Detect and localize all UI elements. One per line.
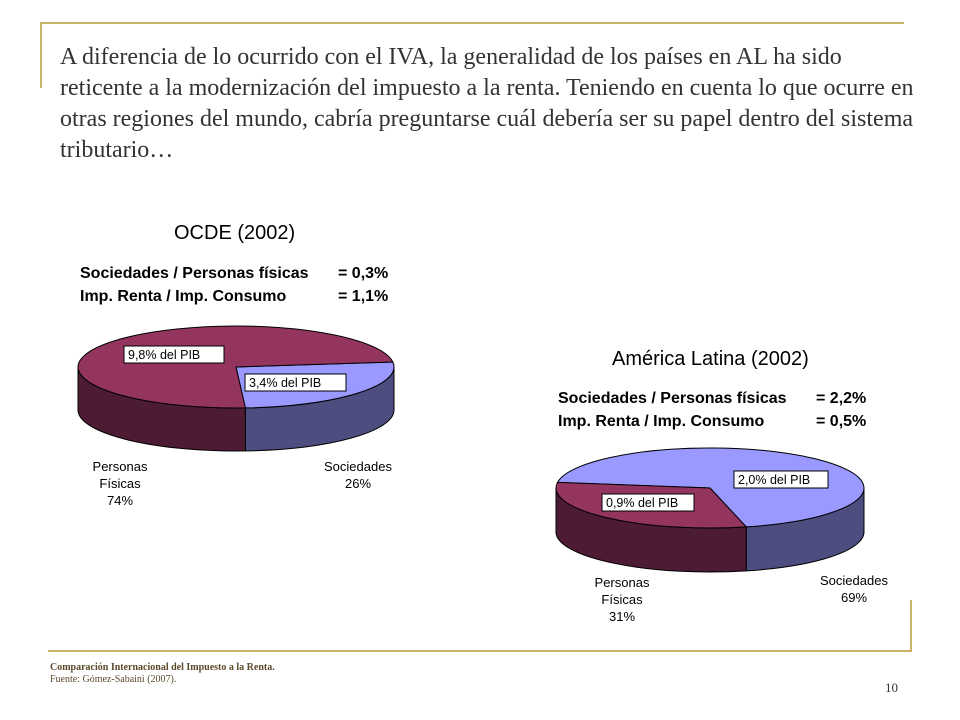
bottom-rule — [48, 650, 912, 652]
chart2-pib-label: 2,0% del PIB — [738, 473, 810, 487]
chart1-stat-label: Imp. Renta / Imp. Consumo — [80, 288, 287, 305]
chart1-pib-label: 9,8% del PIB — [128, 348, 200, 362]
chart1-pib-label: 3,4% del PIB — [249, 376, 321, 390]
chart2-stat-label: Imp. Renta / Imp. Consumo — [558, 413, 765, 430]
footer-source: Fuente: Gómez-Sabaini (2007). — [50, 674, 177, 685]
chart1-personas-label: Personas Físicas 74% — [78, 458, 162, 509]
chart2-sociedades-label: Sociedades 69% — [806, 572, 902, 606]
top-rule — [40, 22, 904, 24]
slice-percent-label: 69% — [840, 590, 868, 605]
chart1-pib-box — [244, 373, 347, 392]
chart2-sociedades-slice — [556, 447, 865, 528]
chart2-stat-label: Sociedades / Personas físicas — [558, 390, 787, 407]
slice-name-line: Sociedades — [820, 573, 888, 588]
chart2-stats: Sociedades / Personas físicas = 2,2% Imp.… — [558, 387, 866, 433]
slice-percent-label: 74% — [106, 493, 134, 508]
chart2-stat-row: Imp. Renta / Imp. Consumo = 0,5% — [558, 410, 866, 433]
slice-name-line: Sociedades — [324, 459, 392, 474]
slice-percent-label: 31% — [608, 609, 636, 624]
chart1-pib-box — [123, 345, 225, 364]
slice-name-line: Físicas — [601, 592, 643, 607]
chart2-stat-value: = 2,2% — [816, 390, 867, 407]
slide-title: A diferencia de lo ocurrido con el IVA, … — [60, 44, 914, 163]
chart2-pib-box — [601, 493, 695, 512]
left-rule — [40, 22, 42, 88]
chart1-stat-row: Sociedades / Personas físicas = 0,3% — [80, 262, 388, 285]
chart1-stats: Sociedades / Personas físicas = 0,3% Imp.… — [80, 262, 388, 308]
chart1-stat-row: Imp. Renta / Imp. Consumo = 1,1% — [80, 285, 388, 308]
right-rule — [910, 600, 912, 652]
chart2-title: América Latina (2002) — [612, 348, 809, 370]
chart2-pib-box — [733, 470, 829, 489]
chart2-pib-label: 0,9% del PIB — [606, 496, 678, 510]
chart1-sociedades-label: Sociedades 26% — [310, 458, 406, 492]
chart1-stat-value: = 1,1% — [338, 288, 389, 305]
slice-name-line: Físicas — [99, 476, 141, 491]
footer-caption: Comparación Internacional del Impuesto a… — [50, 662, 275, 673]
page-number: 10 — [885, 680, 898, 695]
footer: Comparación Internacional del Impuesto a… — [50, 662, 275, 686]
chart2-stat-value: = 0,5% — [816, 413, 867, 430]
chart1-stat-label: Sociedades / Personas físicas — [80, 265, 309, 282]
chart1-title: OCDE (2002) — [174, 222, 296, 244]
chart2-stat-row: Sociedades / Personas físicas = 2,2% — [558, 387, 866, 410]
slice-name-line: Personas — [92, 459, 148, 474]
slice-percent-label: 26% — [344, 476, 372, 491]
slice-name-line: Personas — [594, 575, 650, 590]
chart2-personas-label: Personas Físicas 31% — [580, 574, 664, 625]
chart1-stat-value: = 0,3% — [338, 265, 389, 282]
